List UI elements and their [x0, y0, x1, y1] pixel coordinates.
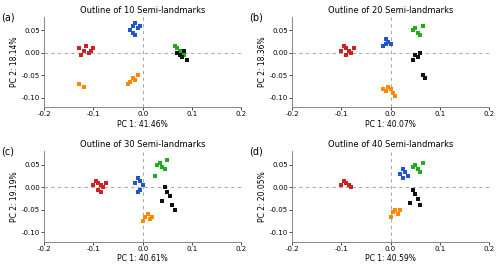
- Title: Outline of 40 Semi-landmarks: Outline of 40 Semi-landmarks: [328, 140, 453, 149]
- Y-axis label: PC 2: 19.19%: PC 2: 19.19%: [10, 171, 19, 222]
- X-axis label: PC 1: 40.07%: PC 1: 40.07%: [365, 120, 416, 129]
- Text: (a): (a): [1, 12, 15, 22]
- Y-axis label: PC 2: 18.36%: PC 2: 18.36%: [258, 37, 267, 87]
- X-axis label: PC 1: 40.61%: PC 1: 40.61%: [118, 254, 168, 263]
- Text: (c): (c): [1, 147, 14, 157]
- Text: (b): (b): [249, 12, 263, 22]
- Title: Outline of 30 Semi-landmarks: Outline of 30 Semi-landmarks: [80, 140, 206, 149]
- X-axis label: PC 1: 40.59%: PC 1: 40.59%: [365, 254, 416, 263]
- Y-axis label: PC 2: 20.05%: PC 2: 20.05%: [258, 171, 267, 222]
- Y-axis label: PC 2: 18.14%: PC 2: 18.14%: [10, 37, 19, 87]
- Title: Outline of 10 Semi-landmarks: Outline of 10 Semi-landmarks: [80, 6, 206, 15]
- Title: Outline of 20 Semi-landmarks: Outline of 20 Semi-landmarks: [328, 6, 453, 15]
- X-axis label: PC 1: 41.46%: PC 1: 41.46%: [118, 120, 168, 129]
- Text: (d): (d): [249, 147, 262, 157]
